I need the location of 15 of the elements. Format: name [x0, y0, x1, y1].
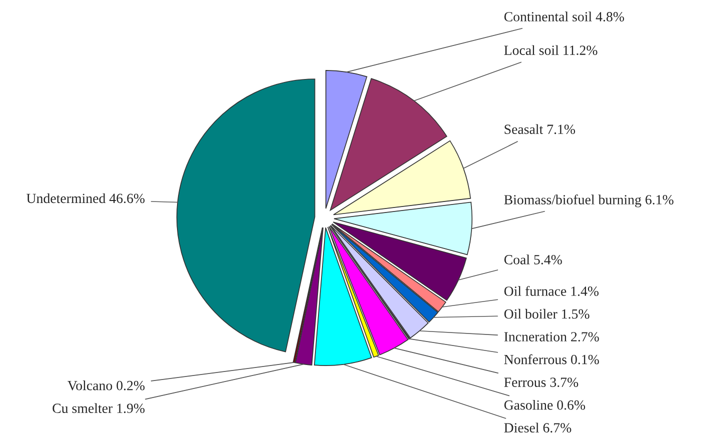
slice-label: Oil boiler 1.5%	[504, 308, 590, 319]
slice-label: Continental soil 4.8%	[504, 12, 624, 22]
slice-label: Cu smelter 1.9%	[52, 403, 145, 414]
slice-label: Coal 5.4%	[504, 254, 562, 264]
slice-label: Seasalt 7.1%	[504, 124, 576, 134]
slice-label: Oil furnace 1.4%	[504, 286, 599, 296]
slice-label: Gasoline 0.6%	[504, 400, 586, 410]
slice-label: Ferrous 3.7%	[504, 378, 578, 388]
slice-label: Diesel 6.7%	[504, 422, 572, 433]
slice-label: Local soil 11.2%	[504, 45, 598, 56]
slice-label: Biomass/biofuel burning 6.1%	[504, 194, 674, 208]
slice-label: Nonferrous 0.1%	[504, 354, 599, 364]
slice-label: Volcano 0.2%	[68, 380, 145, 390]
slice-label: Undetermined 46.6%	[26, 193, 145, 204]
slice-label: Incneration 2.7%	[504, 332, 599, 342]
